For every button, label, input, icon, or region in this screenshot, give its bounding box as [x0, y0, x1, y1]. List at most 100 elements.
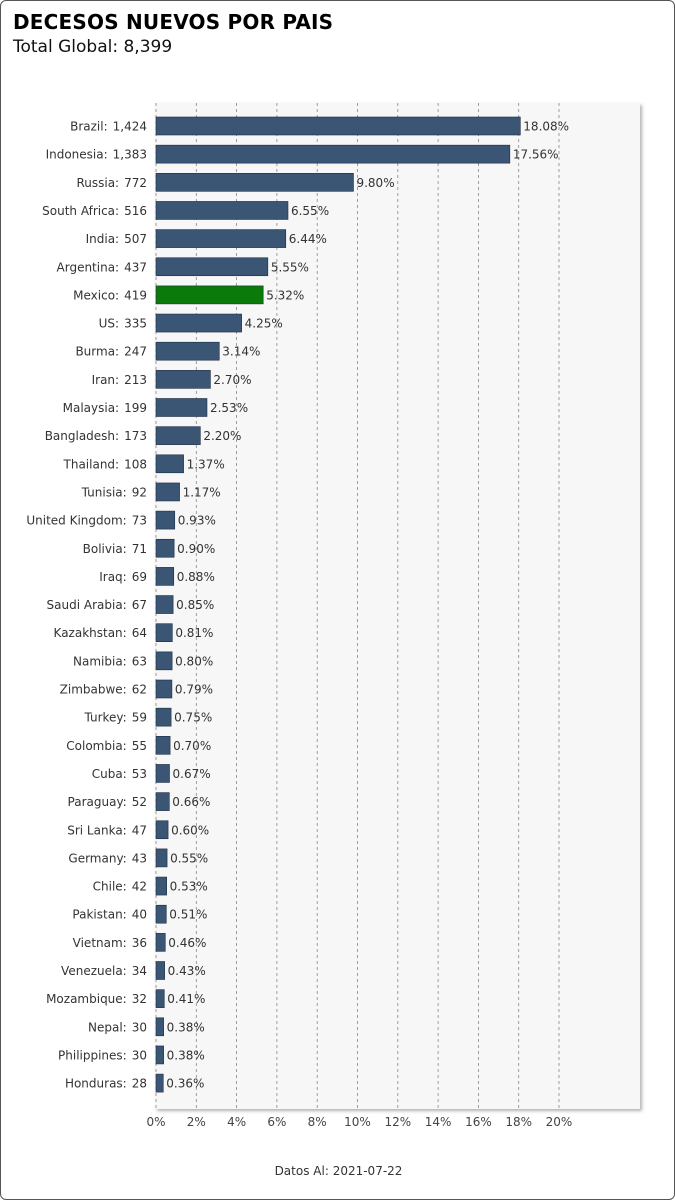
value-label: 6.55% [291, 204, 329, 218]
value-label: 2.70% [213, 373, 251, 387]
x-tick-label: 20% [546, 1115, 573, 1129]
death-count: 71 [132, 542, 147, 556]
death-count: 47 [132, 823, 147, 837]
value-label: 0.53% [170, 880, 208, 894]
death-count: 507 [124, 232, 147, 246]
death-count: 772 [124, 176, 147, 190]
bar-kazakhstan [155, 623, 173, 643]
country-name: Tunisia: [81, 485, 127, 499]
country-name: Mozambique: [46, 992, 127, 1006]
country-name: Namibia: [73, 654, 127, 668]
value-label: 9.80% [356, 176, 394, 190]
death-count: 34 [132, 964, 147, 978]
bar-indonesia [155, 144, 511, 164]
country-name: Honduras: [65, 1077, 127, 1091]
death-count: 247 [124, 345, 147, 359]
category-label: Germany: 43 [68, 851, 147, 865]
death-count: 173 [124, 429, 147, 443]
category-label: India: 507 [86, 232, 147, 246]
bar-thailand [155, 454, 184, 474]
death-count: 32 [132, 992, 147, 1006]
x-tick-label: 14% [425, 1115, 452, 1129]
death-count: 28 [132, 1077, 147, 1091]
country-name: US: [99, 317, 119, 331]
country-name: Sri Lanka: [67, 823, 126, 837]
value-label: 0.79% [175, 683, 213, 697]
value-label: 0.66% [172, 795, 210, 809]
bar-germany [155, 848, 168, 868]
bar-united-kingdom [155, 510, 176, 530]
death-count: 42 [132, 880, 147, 894]
value-label: 0.51% [169, 908, 207, 922]
death-count: 62 [132, 683, 147, 697]
death-count: 437 [124, 260, 147, 274]
bar-philippines [155, 1045, 164, 1065]
x-tick-label: 18% [505, 1115, 532, 1129]
bar-mozambique [155, 989, 165, 1008]
death-count: 64 [132, 626, 147, 640]
country-name: Russia: [76, 176, 119, 190]
x-tick-label: 6% [267, 1115, 286, 1129]
death-count: 67 [132, 598, 147, 612]
value-label: 0.36% [166, 1077, 204, 1091]
data-date: Datos Al: 2021-07-22 [1, 1164, 675, 1178]
category-label: South Africa: 516 [42, 204, 147, 218]
country-name: India: [86, 232, 120, 246]
category-label: Iraq: 69 [99, 570, 147, 584]
bar-pakistan [155, 904, 167, 924]
bar-iraq [155, 567, 175, 586]
subtitle-label: Total Global: [13, 37, 119, 57]
value-label: 0.41% [167, 992, 205, 1006]
bar-vietnam [155, 933, 166, 952]
value-label: 0.67% [173, 767, 211, 781]
category-label: Sri Lanka: 47 [67, 823, 147, 837]
bar-mexico [155, 285, 264, 305]
chart-title: DECESOS NUEVOS POR PAIS [13, 10, 334, 34]
death-count: 36 [132, 936, 147, 950]
bar-namibia [155, 651, 173, 671]
country-name: South Africa: [42, 204, 119, 218]
category-label: Argentina: 437 [57, 260, 147, 274]
value-label: 0.88% [177, 570, 215, 584]
death-count: 43 [132, 851, 147, 865]
value-label: 0.38% [167, 1020, 205, 1034]
category-label: Honduras: 28 [65, 1077, 147, 1091]
country-name: Paraguay: [68, 795, 127, 809]
category-label: Brazil: 1,424 [70, 120, 147, 134]
bar-sri-lanka [155, 820, 169, 840]
death-count: 52 [132, 795, 147, 809]
category-label: Indonesia: 1,383 [46, 148, 147, 162]
death-count: 335 [124, 317, 147, 331]
category-labels: Brazil: 1,424 Indonesia: 1,383 Russia: 772 Sou… [26, 120, 147, 1091]
value-label: 5.55% [271, 260, 309, 274]
country-name: Bangladesh: [45, 429, 119, 443]
value-label: 6.44% [289, 232, 327, 246]
category-label: Bangladesh: 173 [45, 429, 147, 443]
footer-date: 2021-07-22 [332, 1164, 403, 1178]
value-label: 1.37% [187, 457, 225, 471]
value-label: 0.93% [178, 514, 216, 528]
value-label: 0.70% [173, 739, 211, 753]
bar-us [155, 313, 242, 333]
country-name: Bolivia: [83, 542, 127, 556]
bar-colombia [155, 735, 171, 755]
category-label: Mexico: 419 [73, 288, 147, 302]
value-label: 0.60% [171, 823, 209, 837]
category-label: Tunisia: 92 [81, 485, 147, 499]
x-tick-label: 16% [465, 1115, 492, 1129]
bar-tunisia [155, 482, 180, 502]
death-count: 59 [132, 711, 147, 725]
category-label: Colombia: 55 [66, 739, 147, 753]
x-axis-ticks: 0% 2% 4% 6% 8% 10% 12% 14% 16% 18% 20% [146, 1115, 572, 1129]
death-count: 213 [124, 373, 147, 387]
value-label: 3.14% [222, 345, 260, 359]
bar-burma [155, 341, 220, 361]
category-label: Nepal: 30 [88, 1020, 147, 1034]
x-tick-label: 10% [344, 1115, 371, 1129]
x-tick-label: 4% [227, 1115, 246, 1129]
value-label: 2.20% [203, 429, 241, 443]
bar-saudi-arabia [155, 595, 174, 614]
bar-nepal [155, 1017, 164, 1037]
bar-honduras [155, 1073, 164, 1093]
